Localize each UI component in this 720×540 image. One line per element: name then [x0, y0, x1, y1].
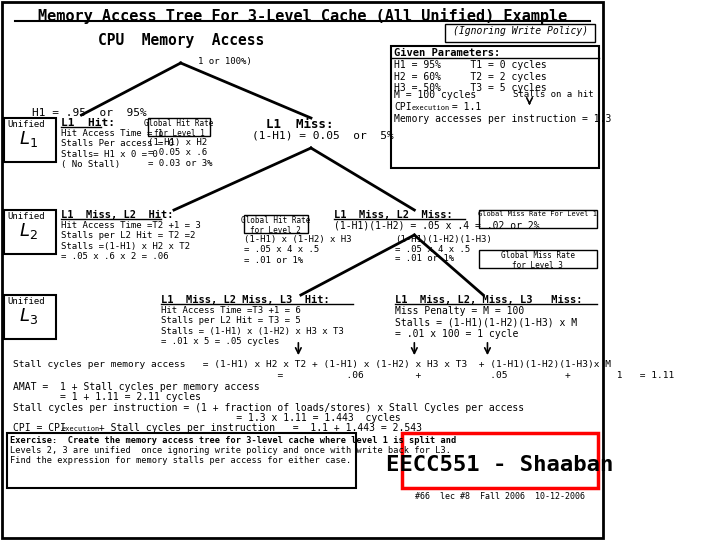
Bar [402, 433, 598, 488]
Text: AMAT =  1 + Stall cycles per memory access: AMAT = 1 + Stall cycles per memory acces… [13, 382, 259, 392]
Text: 1 or 100%): 1 or 100%) [197, 57, 251, 66]
Text: L1  Miss, L2, Miss, L3   Miss:: L1 Miss, L2, Miss, L3 Miss: [395, 295, 582, 305]
Bar [6, 433, 356, 488]
Bar [244, 215, 307, 233]
Bar [4, 118, 56, 162]
Bar [4, 295, 56, 339]
Text: Levels 2, 3 are unified  once ignoring write policy and once with write back for: Levels 2, 3 are unified once ignoring wr… [10, 446, 451, 455]
Text: Hit Access Time =T3 +1 = 6
Stalls per L2 Hit = T3 = 5
Stalls = (1-H1) x (1-H2) x: Hit Access Time =T3 +1 = 6 Stalls per L2… [161, 306, 344, 346]
Text: L1  Miss, L2  Hit:: L1 Miss, L2 Hit: [61, 210, 174, 220]
Text: (1-H1)(1-H2) = .05 x .4 = .02 or 2%: (1-H1)(1-H2) = .05 x .4 = .02 or 2% [335, 221, 540, 231]
Text: (1-H1) x (1-H2) x H3
= .05 x 4 x .5
= .01 or 1%: (1-H1) x (1-H2) x H3 = .05 x 4 x .5 = .0… [244, 235, 351, 265]
Text: Global Hit Rate
for Level 2: Global Hit Rate for Level 2 [241, 216, 310, 235]
Bar [4, 210, 56, 254]
Text: Unified: Unified [8, 120, 45, 129]
Text: $L_1$: $L_1$ [19, 129, 38, 149]
Text: H1 = .95  or  95%: H1 = .95 or 95% [32, 108, 147, 118]
Text: = 1 + 1.11 = 2.11 cycles: = 1 + 1.11 = 2.11 cycles [13, 392, 201, 402]
Text: Global Hit Rate
for Level 1: Global Hit Rate for Level 1 [144, 119, 214, 138]
Text: = 1.3 x 1.11 = 1.443  cycles: = 1.3 x 1.11 = 1.443 cycles [13, 413, 400, 423]
Text: H1 = 95%     T1 = 0 cycles
H2 = 60%     T2 = 2 cycles
H3 = 50%     T3 = 5 cycles: H1 = 95% T1 = 0 cycles H2 = 60% T2 = 2 c… [394, 60, 547, 93]
Text: Stalls on a hit: Stalls on a hit [513, 90, 593, 99]
Text: = .05 x 4 x .5: = .05 x 4 x .5 [395, 245, 470, 254]
Text: M = 100 cycles: M = 100 cycles [394, 90, 477, 100]
Text: Hit Access Time = 1
Stalls Per access = 0
Stalls= H1 x 0 = 0
( No Stall): Hit Access Time = 1 Stalls Per access = … [61, 129, 174, 169]
Bar [479, 210, 597, 228]
Text: execution: execution [61, 426, 99, 432]
Text: (1-H1) = 0.05  or  5%: (1-H1) = 0.05 or 5% [252, 131, 394, 141]
Text: Global Miss Rate For Level 1: Global Miss Rate For Level 1 [478, 211, 598, 217]
Text: (1-H1) x H2
= 0.05 x .6
= 0.03 or 3%: (1-H1) x H2 = 0.05 x .6 = 0.03 or 3% [148, 138, 212, 168]
Text: Hit Access Time =T2 +1 = 3
Stalls per L2 Hit = T2 =2
Stalls =(1-H1) x H2 x T2
= : Hit Access Time =T2 +1 = 3 Stalls per L2… [61, 221, 201, 261]
Text: Miss Penalty = M = 100
Stalls = (1-H1)(1-H2)(1-H3) x M
= .01 x 100 = 1 cycle: Miss Penalty = M = 100 Stalls = (1-H1)(1… [395, 306, 577, 339]
Text: $L_2$: $L_2$ [19, 221, 38, 241]
Text: #66  lec #8  Fall 2006  10-12-2006: #66 lec #8 Fall 2006 10-12-2006 [415, 492, 585, 501]
Text: (1-H1)(1-H2)(1-H3): (1-H1)(1-H2)(1-H3) [395, 235, 492, 244]
Text: (Ignoring Write Policy): (Ignoring Write Policy) [453, 26, 588, 36]
Text: CPI: CPI [394, 102, 412, 112]
Text: execution: execution [412, 105, 450, 111]
Bar [391, 46, 599, 168]
Text: Unified: Unified [8, 212, 45, 221]
Text: L1  Miss, L2  Miss:: L1 Miss, L2 Miss: [335, 210, 454, 220]
Text: =           .06         +            .05          +        1   = 1.11: = .06 + .05 + 1 = 1.11 [13, 371, 674, 380]
Text: = .01 or 1%: = .01 or 1% [395, 254, 454, 263]
Bar [148, 118, 210, 136]
Text: Global Miss Rate
for Level 3: Global Miss Rate for Level 3 [501, 251, 575, 271]
Text: CPI = CPI: CPI = CPI [13, 423, 66, 433]
Text: + Stall cycles per instruction   =  1.1 + 1.443 = 2.543: + Stall cycles per instruction = 1.1 + 1… [94, 423, 423, 433]
Bar [479, 250, 597, 268]
Text: Memory Access Tree For 3-Level Cache (All Unified) Example: Memory Access Tree For 3-Level Cache (Al… [38, 8, 567, 24]
Text: Memory accesses per instruction = 1.3: Memory accesses per instruction = 1.3 [394, 114, 611, 124]
Text: Unified: Unified [8, 297, 45, 306]
Bar [446, 24, 595, 42]
Text: Given Parameters:: Given Parameters: [394, 48, 500, 58]
Text: L1  Miss, L2 Miss, L3  Hit:: L1 Miss, L2 Miss, L3 Hit: [161, 295, 330, 305]
Text: Exercise:  Create the memory access tree for 3-level cache where level 1 is spli: Exercise: Create the memory access tree … [10, 436, 456, 445]
Text: EECC551 - Shaaban: EECC551 - Shaaban [387, 455, 613, 475]
Text: = 1.1: = 1.1 [446, 102, 482, 112]
Text: Stall cycles per instruction = (1 + fraction of loads/stores) x Stall Cycles per: Stall cycles per instruction = (1 + frac… [13, 403, 523, 413]
Text: Stall cycles per memory access   = (1-H1) x H2 x T2 + (1-H1) x (1-H2) x H3 x T3 : Stall cycles per memory access = (1-H1) … [13, 360, 611, 369]
Text: Find the expression for memory stalls per access for either case.: Find the expression for memory stalls pe… [10, 456, 351, 465]
Text: CPU  Memory  Access: CPU Memory Access [98, 33, 264, 48]
Text: L1  Hit:: L1 Hit: [61, 118, 115, 128]
Text: L1  Miss:: L1 Miss: [266, 118, 333, 131]
Text: $L_3$: $L_3$ [19, 306, 38, 326]
